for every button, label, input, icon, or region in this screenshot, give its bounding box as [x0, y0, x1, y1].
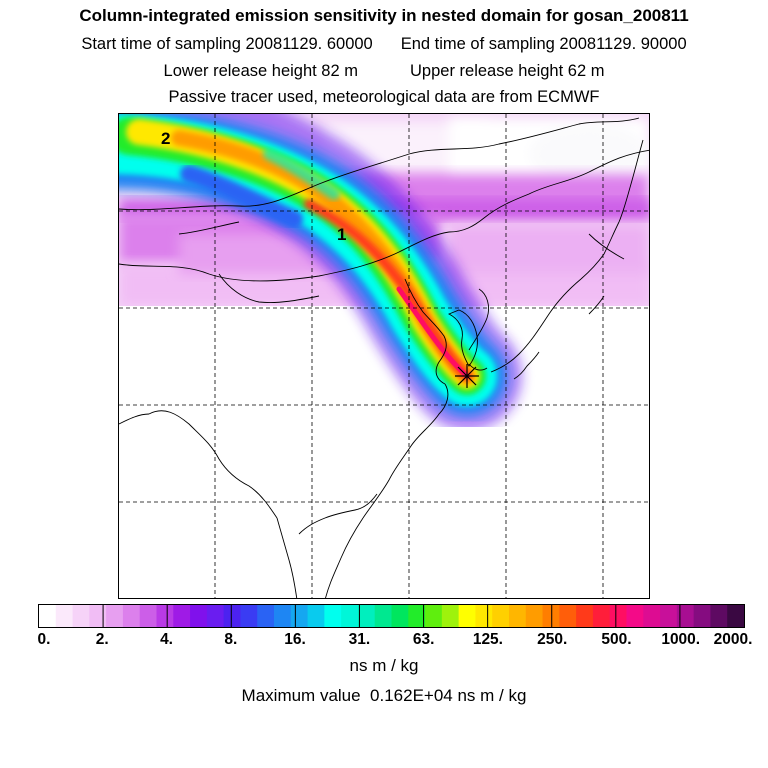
colorbar-swatch	[626, 605, 644, 627]
graticule	[119, 114, 649, 598]
colorbar-swatch	[324, 605, 342, 627]
colorbar-tick-label: 250.	[537, 631, 568, 648]
colorbar-swatch	[173, 605, 191, 627]
colorbar-swatch	[190, 605, 208, 627]
colorbar-swatch	[592, 605, 611, 627]
end-time-label: End time of sampling 20081129. 90000	[400, 35, 687, 53]
colorbar-tick-label: 2000.	[713, 631, 753, 648]
colorbar-units: ns m / kg	[349, 656, 419, 675]
colorbar-tick-label: 125.	[472, 631, 503, 648]
colorbar-tick-label: 31.	[348, 631, 371, 648]
colorbar-swatch	[106, 605, 124, 627]
colorbar-swatch	[576, 605, 594, 627]
colorbar-swatch	[559, 605, 577, 627]
colorbar-swatch	[609, 605, 628, 627]
colorbar-swatches	[39, 605, 744, 627]
colorbar-swatch	[122, 605, 141, 627]
colorbar-swatch	[240, 605, 258, 627]
colorbar-swatch	[223, 605, 242, 627]
colorbar-swatch	[408, 605, 426, 627]
colorbar-tick-label: 4.	[160, 631, 173, 648]
upper-release-label: Upper release height 62 m	[410, 62, 605, 80]
release-heights: Lower release height 82 m Upper release h…	[0, 61, 768, 81]
colorbar-swatch	[676, 605, 695, 627]
colorbar-swatch	[492, 605, 510, 627]
colorbar-swatch	[89, 605, 107, 627]
colorbar-swatch	[374, 605, 393, 627]
colorbar-swatch	[441, 605, 460, 627]
colorbar-swatch	[525, 605, 544, 627]
colorbar-swatch	[693, 605, 712, 627]
colorbar-swatch	[39, 605, 57, 627]
colorbar-swatch	[72, 605, 90, 627]
colorbar-swatch	[509, 605, 527, 627]
star-icon	[455, 364, 479, 388]
colorbar-tick-label: 500.	[601, 631, 632, 648]
sampling-times: Start time of sampling 20081129. 60000 En…	[0, 34, 768, 54]
colorbar-tick-label: 63.	[412, 631, 435, 648]
colorbar-tick-labels: 0. 2. 4. 8. 16. 31. 63. 125. 250. 500. 1000. 2000.	[0, 631, 768, 653]
colorbar-swatch	[357, 605, 376, 627]
start-time-label: Start time of sampling 20081129. 60000	[81, 35, 373, 53]
tracer-info: Passive tracer used, meteorological data…	[168, 88, 600, 106]
plume-label-1: 1	[337, 225, 346, 244]
colorbar-swatch	[643, 605, 661, 627]
colorbar-swatch	[341, 605, 359, 627]
colorbar	[38, 604, 745, 628]
colorbar-swatch	[139, 605, 158, 627]
colorbar-swatch	[206, 605, 225, 627]
colorbar-swatch	[274, 605, 292, 627]
map-canvas: 1 2	[119, 114, 649, 598]
colorbar-swatch	[727, 605, 744, 627]
colorbar-swatch	[710, 605, 728, 627]
colorbar-swatch	[55, 605, 74, 627]
emission-sensitivity-plume	[119, 114, 522, 431]
colorbar-swatch	[391, 605, 409, 627]
colorbar-tick-label: 8.	[224, 631, 238, 648]
colorbar-swatch	[307, 605, 325, 627]
colorbar-swatch	[458, 605, 477, 627]
colorbar-tick-label: 16.	[284, 631, 306, 648]
colorbar-swatch	[660, 605, 678, 627]
colorbar-swatch	[156, 605, 174, 627]
colorbar-swatch	[425, 605, 443, 627]
colorbar-swatch	[257, 605, 275, 627]
colorbar-tick-label: 1000.	[661, 631, 701, 648]
maximum-value-label: Maximum value 0.162E+04 ns m / kg	[241, 686, 527, 705]
colorbar-tick-label: 2.	[95, 631, 109, 648]
colorbar-swatch	[290, 605, 309, 627]
colorbar-tick-label: 0.	[37, 631, 51, 648]
lower-release-label: Lower release height 82 m	[163, 62, 358, 80]
coastline-layer	[119, 117, 649, 598]
plume-label-2: 2	[161, 129, 170, 148]
plot-title: Column-integrated emission sensitivity i…	[79, 6, 689, 25]
colorbar-swatch	[475, 605, 493, 627]
map-panel: 1 2	[118, 113, 650, 599]
